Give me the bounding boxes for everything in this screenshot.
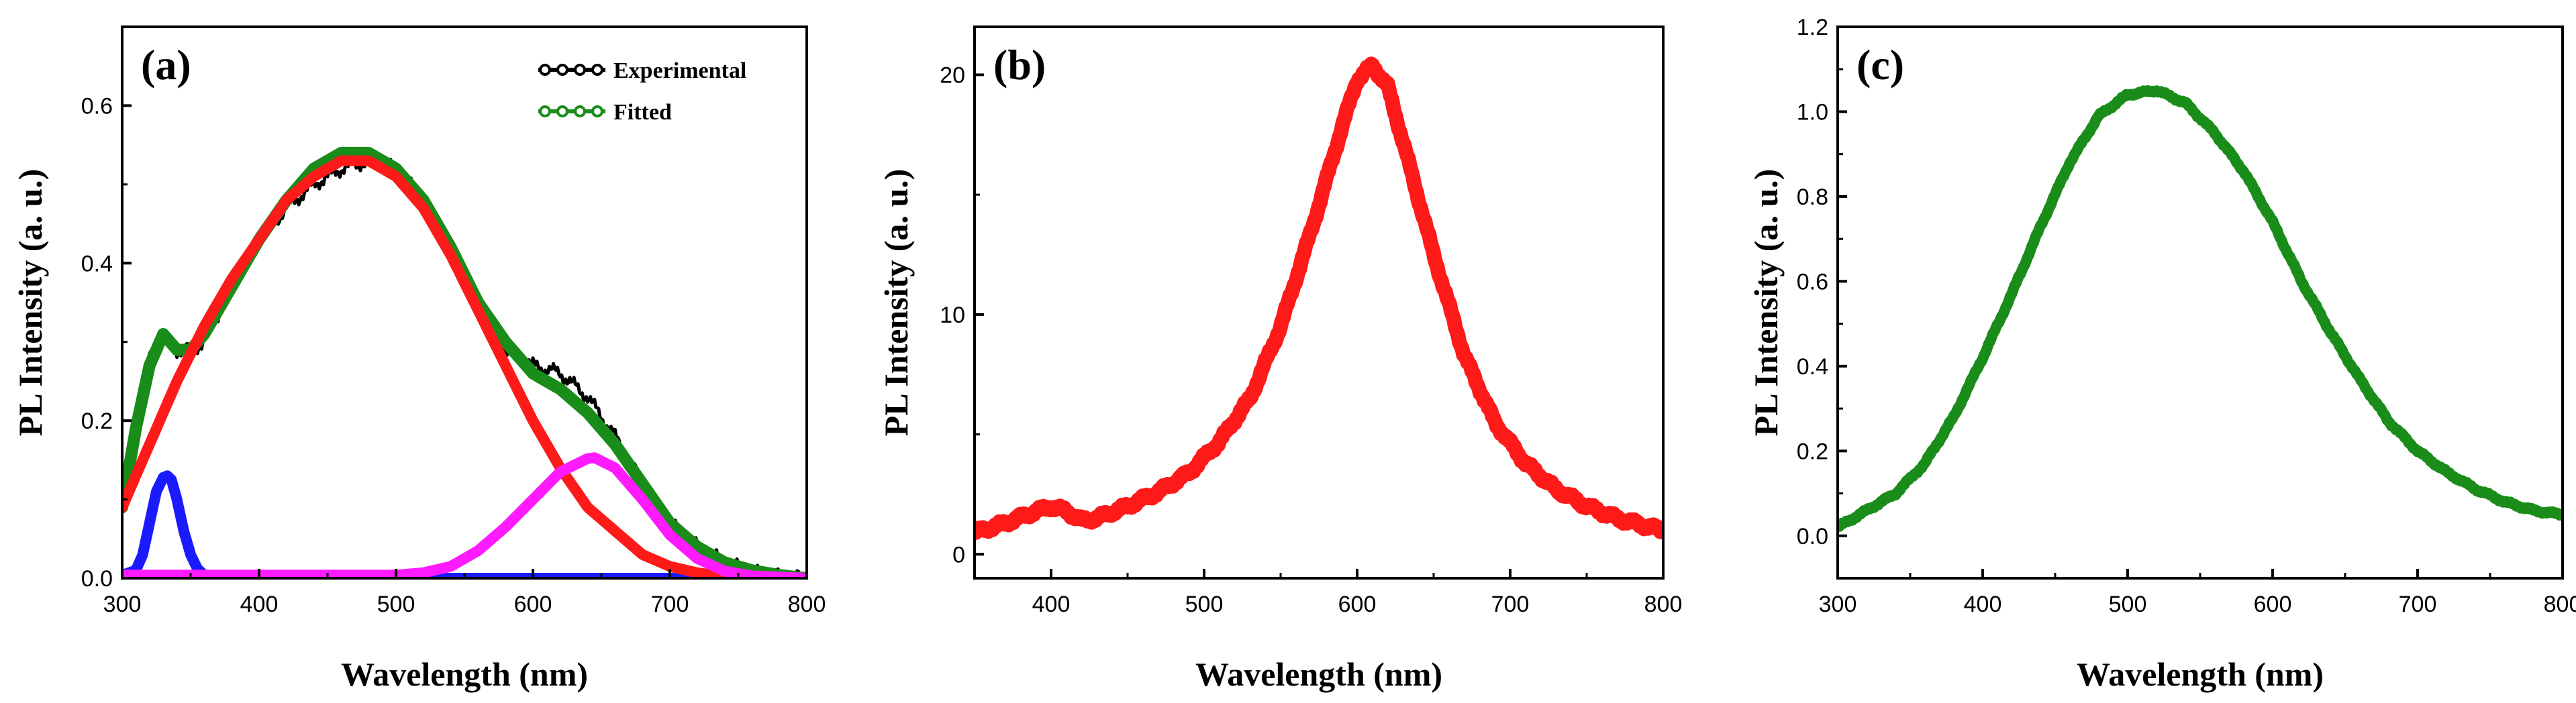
x-tick-label: 700 xyxy=(651,592,689,617)
x-tick-label: 400 xyxy=(1032,592,1071,617)
legend-marker xyxy=(574,105,586,117)
x-tick-label: 300 xyxy=(103,592,142,617)
legend-marker xyxy=(591,105,603,117)
y-tick-label: 0.4 xyxy=(1797,354,1828,380)
series-gaussian-peak-3 xyxy=(122,452,807,578)
x-tick-label: 800 xyxy=(1644,592,1683,617)
legend-marker xyxy=(539,105,551,117)
series-pl-spectrum xyxy=(975,56,1663,540)
panel-label: (a) xyxy=(141,41,191,89)
x-tick-label: 700 xyxy=(1491,592,1530,617)
y-tick-label: 0.6 xyxy=(1797,269,1828,294)
y-tick-label: 10 xyxy=(940,303,965,328)
plot-frame xyxy=(1836,25,2564,580)
x-tick-label: 700 xyxy=(2399,592,2437,617)
x-axis-label: Wavelength (nm) xyxy=(1195,655,1442,693)
series-gaussian-peak-2 xyxy=(122,155,730,578)
chart-panel-a: 300 400 500 600 700 800 0.0 0.2 0.4 0.6 Wavelength… xyxy=(11,25,826,693)
legend-label: Experimental xyxy=(613,58,746,83)
y-tick-label: 0 xyxy=(952,542,965,567)
panel-label: (b) xyxy=(993,41,1046,89)
y-tick-label: 0.2 xyxy=(1797,439,1828,464)
series-experimental xyxy=(122,152,807,578)
panel-label: (c) xyxy=(1856,41,1904,89)
legend-marker xyxy=(556,105,568,117)
y-tick-label: 0.4 xyxy=(81,251,113,276)
y-tick-label: 0.6 xyxy=(81,93,113,119)
plot-frame xyxy=(973,25,1665,580)
y-axis-label: PL Intensity (a. u.) xyxy=(11,169,49,437)
y-tick-label: 20 xyxy=(940,62,965,88)
legend-label: Fitted xyxy=(613,100,672,125)
x-axis-label: Wavelength (nm) xyxy=(341,655,588,693)
x-axis-label: Wavelength (nm) xyxy=(2077,655,2324,693)
legend-marker xyxy=(539,64,551,76)
y-tick-label: 0.0 xyxy=(81,566,113,592)
y-tick-label: 0.8 xyxy=(1797,184,1828,210)
y-tick-label: 1.2 xyxy=(1797,15,1828,40)
x-tick-label: 600 xyxy=(2254,592,2292,617)
legend-marker xyxy=(574,64,586,76)
y-axis-label: PL Intensity (a. u.) xyxy=(1747,169,1785,437)
chart-panel-c: 300 400 500 600 700 800 0.0 0.2 0.4 0.6 0.8 1.0 1.2 W… xyxy=(1747,15,2576,693)
x-tick-label: 400 xyxy=(1964,592,2002,617)
x-tick-label: 300 xyxy=(1819,592,1857,617)
x-tick-label: 800 xyxy=(2544,592,2576,617)
x-tick-label: 500 xyxy=(1185,592,1224,617)
x-tick-label: 800 xyxy=(788,592,826,617)
y-tick-label: 0.2 xyxy=(81,409,113,434)
y-axis-label: PL Intensity (a. u.) xyxy=(877,169,915,437)
y-tick-label: 1.0 xyxy=(1797,99,1828,125)
legend: Experimental Fitted xyxy=(538,58,746,125)
legend-marker xyxy=(556,64,568,76)
x-tick-label: 600 xyxy=(1338,592,1377,617)
x-tick-label: 500 xyxy=(377,592,415,617)
chart-panel-b: 400 500 600 700 800 0 10 20 Wavelength (nm) PL In… xyxy=(877,25,1683,693)
y-tick-label: 0.0 xyxy=(1797,524,1828,549)
x-tick-label: 600 xyxy=(514,592,552,617)
x-tick-label: 500 xyxy=(2109,592,2147,617)
series-pl-spectrum xyxy=(1838,85,2563,533)
series-fitted xyxy=(122,146,807,578)
legend-marker xyxy=(591,64,603,76)
x-tick-label: 400 xyxy=(240,592,279,617)
